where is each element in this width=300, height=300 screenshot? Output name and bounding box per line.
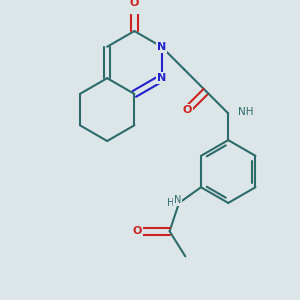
Text: N: N xyxy=(157,73,166,83)
Text: O: O xyxy=(133,226,142,236)
Text: N: N xyxy=(157,42,166,52)
Text: NH: NH xyxy=(238,106,253,116)
Text: O: O xyxy=(130,0,139,8)
Text: O: O xyxy=(182,105,192,115)
Text: H: H xyxy=(167,198,174,208)
Text: N: N xyxy=(173,195,181,205)
